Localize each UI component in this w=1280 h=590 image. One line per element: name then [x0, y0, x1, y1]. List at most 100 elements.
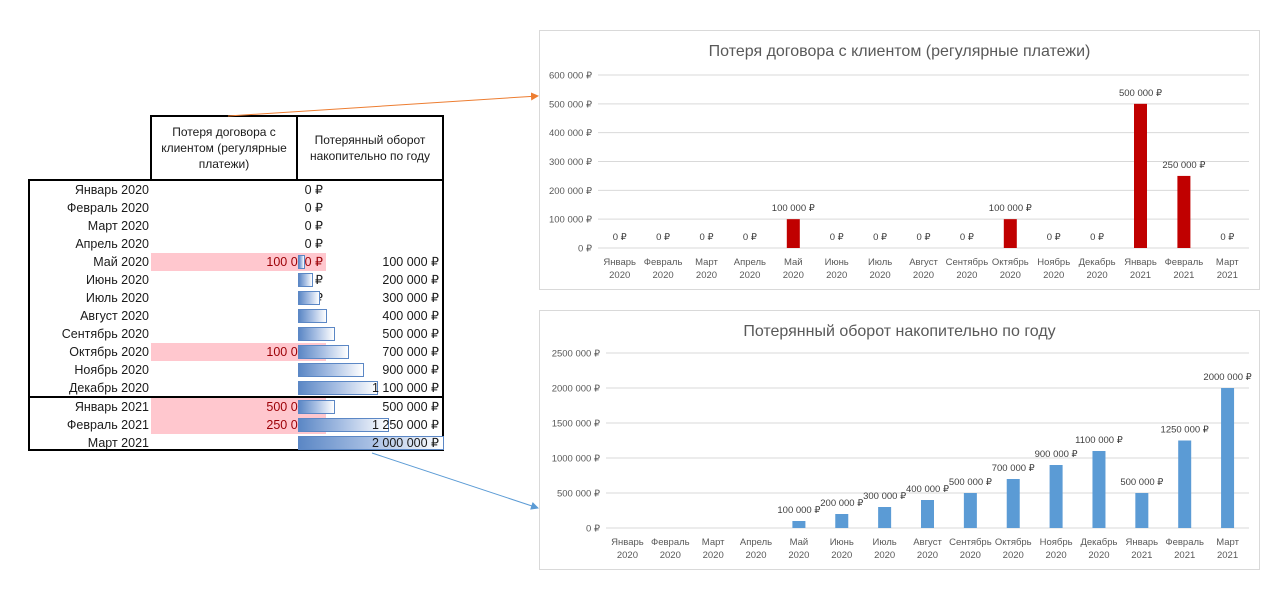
data-label: 500 000 ₽ — [949, 477, 993, 488]
y-tick-label: 600 000 ₽ — [549, 71, 593, 82]
month-cell: Февраль 2020 — [66, 201, 149, 215]
cumulative-cell: 1 250 000 ₽ — [371, 418, 439, 432]
x-tick-label: Ноябрь — [1037, 257, 1070, 268]
data-label: 0 ₽ — [613, 232, 628, 243]
month-cell: Июнь 2020 — [85, 273, 149, 287]
cumulative-cell: 200 000 ₽ — [382, 273, 439, 287]
x-tick-label: Октябрь — [995, 537, 1032, 548]
x-tick-label: 2021 — [1217, 550, 1238, 561]
x-tick-label: 2020 — [739, 270, 760, 281]
x-tick-label: Август — [909, 257, 938, 268]
month-cell: Ноябрь 2020 — [74, 363, 149, 377]
data-label: 100 000 ₽ — [989, 203, 1033, 214]
x-tick-label: Январь — [603, 257, 636, 268]
chart-cumulative: Потерянный оборот накопительно по году 0… — [539, 310, 1260, 570]
header-cumulative-line: Потерянный оборот — [314, 133, 426, 147]
data-label: 0 ₽ — [1047, 232, 1062, 243]
x-tick-label: 2021 — [1131, 550, 1152, 561]
databar — [298, 327, 335, 341]
table-row: Январь 2020 0 ₽ — [30, 181, 442, 199]
month-cell: Январь 2020 — [74, 183, 149, 197]
x-tick-label: Февраль — [651, 537, 690, 548]
x-tick-label: Февраль — [1165, 537, 1204, 548]
y-tick-label: 400 000 ₽ — [549, 128, 593, 139]
x-tick-label: 2020 — [1087, 270, 1108, 281]
x-tick-label: 2020 — [660, 550, 681, 561]
x-tick-label: Февраль — [1165, 257, 1204, 268]
data-label: 0 ₽ — [960, 232, 975, 243]
month-cell: Декабрь 2020 — [68, 381, 149, 395]
x-tick-label: 2021 — [1173, 270, 1194, 281]
cumulative-cell: 1 100 000 ₽ — [371, 381, 439, 395]
x-tick-label: 2020 — [870, 270, 891, 281]
cumulative-cell: 700 000 ₽ — [382, 345, 439, 359]
bar — [1092, 451, 1106, 528]
x-tick-label: 2020 — [1043, 270, 1064, 281]
y-tick-label: 500 000 ₽ — [557, 489, 601, 500]
month-cell: Август 2020 — [80, 309, 149, 323]
databar — [298, 381, 379, 395]
databar — [298, 418, 390, 432]
data-label: 0 ₽ — [743, 232, 758, 243]
x-tick-label: Январь — [1124, 257, 1157, 268]
table-row: Январь 2021 500 000 ₽500 000 ₽ — [30, 398, 442, 416]
chart-title: Потеря договора с клиентом (регулярные п… — [708, 43, 1091, 60]
databar — [298, 255, 306, 269]
cumulative-cell — [298, 235, 442, 253]
data-label: 0 ₽ — [1220, 232, 1235, 243]
cumulative-cell: 500 000 ₽ — [382, 327, 439, 341]
data-label: 0 ₽ — [1090, 232, 1105, 243]
x-tick-label: 2020 — [913, 270, 934, 281]
data-label: 0 ₽ — [873, 232, 888, 243]
x-tick-label: 2020 — [745, 550, 766, 561]
x-tick-label: Июль — [868, 257, 892, 268]
databar — [298, 291, 320, 305]
cumulative-cell: 2 000 000 ₽ — [371, 436, 439, 450]
x-tick-label: Сентябрь — [949, 537, 992, 548]
databar — [298, 309, 328, 323]
cumulative-cell: 100 000 ₽ — [382, 255, 439, 269]
databar — [298, 345, 350, 359]
month-cell: Январь 2021 — [74, 400, 149, 414]
bar — [1006, 479, 1020, 528]
bar — [1178, 440, 1192, 528]
x-tick-label: 2020 — [1000, 270, 1021, 281]
x-tick-label: Апрель — [734, 257, 766, 268]
x-tick-label: 2021 — [1174, 550, 1195, 561]
month-cell: Май 2020 — [93, 255, 149, 269]
bar — [1135, 493, 1149, 528]
y-tick-label: 200 000 ₽ — [549, 186, 593, 197]
x-tick-label: 2020 — [617, 550, 638, 561]
loss-cell: 0 ₽ — [304, 201, 323, 215]
table-row: Март 2020 0 ₽ — [30, 217, 442, 235]
x-tick-label: Август — [913, 537, 942, 548]
loss-cell: 0 ₽ — [304, 237, 323, 251]
data-label: 900 000 ₽ — [1035, 449, 1079, 460]
x-tick-label: Март — [695, 257, 718, 268]
x-tick-label: 2020 — [874, 550, 895, 561]
y-tick-label: 1500 000 ₽ — [552, 419, 601, 430]
x-tick-label: 2020 — [788, 550, 809, 561]
table-body-border — [28, 179, 444, 451]
x-tick-label: Март — [1216, 537, 1239, 548]
bar — [921, 500, 934, 528]
loss-cell: 100 000 ₽ — [151, 253, 326, 271]
x-tick-label: Сентябрь — [946, 257, 989, 268]
header-loss: Потеря договора с клиентом (регулярные п… — [152, 124, 296, 172]
bar — [1049, 465, 1063, 528]
data-label: 500 000 ₽ — [1120, 477, 1164, 488]
x-tick-label: Март — [1216, 257, 1239, 268]
header-loss-line: клиентом (регулярные — [161, 141, 287, 155]
bar — [1221, 388, 1235, 528]
table-row: Октябрь 2020 100 000 ₽700 000 ₽ — [30, 343, 442, 361]
table-row: Февраль 2020 0 ₽ — [30, 199, 442, 217]
cumulative-cell: 500 000 ₽ — [382, 400, 439, 414]
loss-cell: 0 ₽ — [304, 183, 323, 197]
header-loss-line: Потеря договора с — [172, 125, 276, 139]
loss-cell: 0 ₽ — [304, 219, 323, 233]
y-tick-label: 2500 000 ₽ — [552, 349, 601, 360]
month-cell: Сентябрь 2020 — [61, 327, 149, 341]
x-tick-label: Октябрь — [992, 257, 1029, 268]
